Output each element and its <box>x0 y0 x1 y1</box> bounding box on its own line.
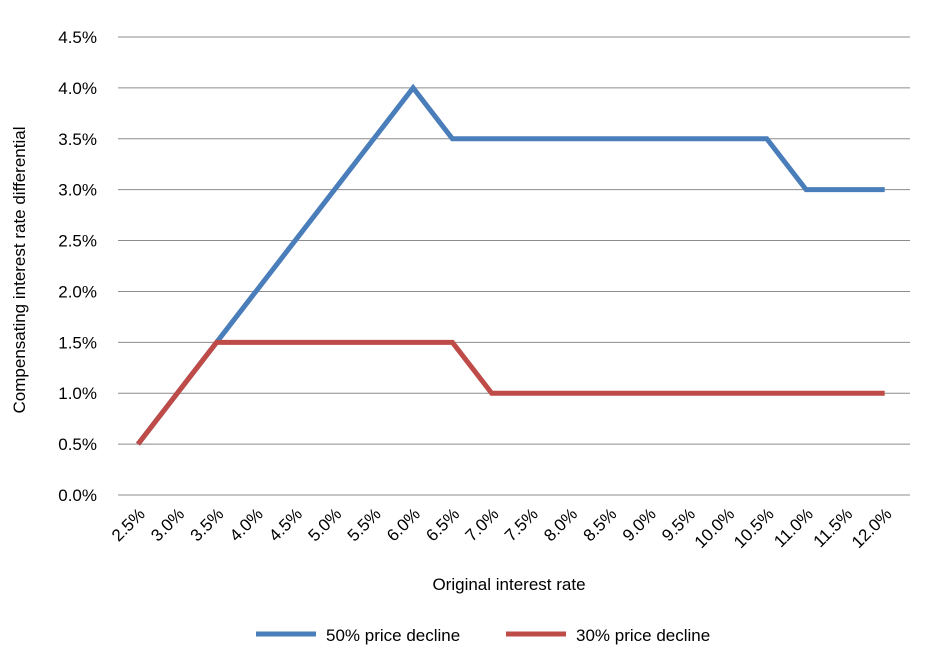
legend-label-50-percent: 50% price decline <box>326 626 460 645</box>
y-tick-label: 3.0% <box>58 181 97 200</box>
legend: 50% price decline 30% price decline <box>256 626 710 645</box>
x-tick-label: 6.5% <box>422 504 463 545</box>
y-tick-label: 4.0% <box>58 79 97 98</box>
x-tick-label: 4.5% <box>265 504 306 545</box>
x-tick-label: 3.0% <box>147 504 188 545</box>
x-axis-ticks: 2.5%3.0%3.5%4.0%4.5%5.0%5.5%6.0%6.5%7.0%… <box>108 504 896 552</box>
gridlines <box>118 36 910 496</box>
x-tick-label: 3.5% <box>187 504 228 545</box>
x-tick-label: 5.0% <box>304 504 345 545</box>
x-tick-label: 2.5% <box>108 504 149 545</box>
y-tick-label: 4.5% <box>58 28 97 47</box>
y-axis-title: Compensating interest rate differential <box>10 127 29 414</box>
x-tick-label: 6.0% <box>383 504 424 545</box>
x-tick-label: 12.0% <box>848 504 896 552</box>
legend-label-30-percent: 30% price decline <box>576 626 710 645</box>
y-tick-label: 1.0% <box>58 384 97 403</box>
x-tick-label: 7.0% <box>462 504 503 545</box>
x-tick-label: 8.0% <box>540 504 581 545</box>
y-tick-label: 0.0% <box>58 486 97 505</box>
x-tick-label: 7.5% <box>501 504 542 545</box>
x-tick-label: 10.0% <box>691 504 739 552</box>
x-tick-label: 10.5% <box>730 504 778 552</box>
x-tick-label: 9.0% <box>619 504 660 545</box>
series-lines <box>136 83 885 446</box>
x-tick-label: 11.0% <box>770 504 817 551</box>
x-tick-label: 4.0% <box>226 504 267 545</box>
y-axis-ticks: 0.0% 0.5% 1.0% 1.5% 2.0% 2.5% 3.0% 3.5% 4.0% 4.5% <box>58 28 97 505</box>
x-axis-title: Original interest rate <box>432 575 585 594</box>
series-line-0 <box>136 83 885 446</box>
y-tick-label: 3.5% <box>58 130 97 149</box>
x-tick-label: 8.5% <box>580 504 621 545</box>
y-tick-label: 2.0% <box>58 282 97 301</box>
series-line-1 <box>136 339 885 446</box>
y-tick-label: 2.5% <box>58 232 97 251</box>
x-tick-label: 11.5% <box>810 504 857 551</box>
x-tick-label: 5.5% <box>344 504 385 545</box>
y-tick-label: 0.5% <box>58 435 97 454</box>
y-tick-label: 1.5% <box>58 333 97 352</box>
